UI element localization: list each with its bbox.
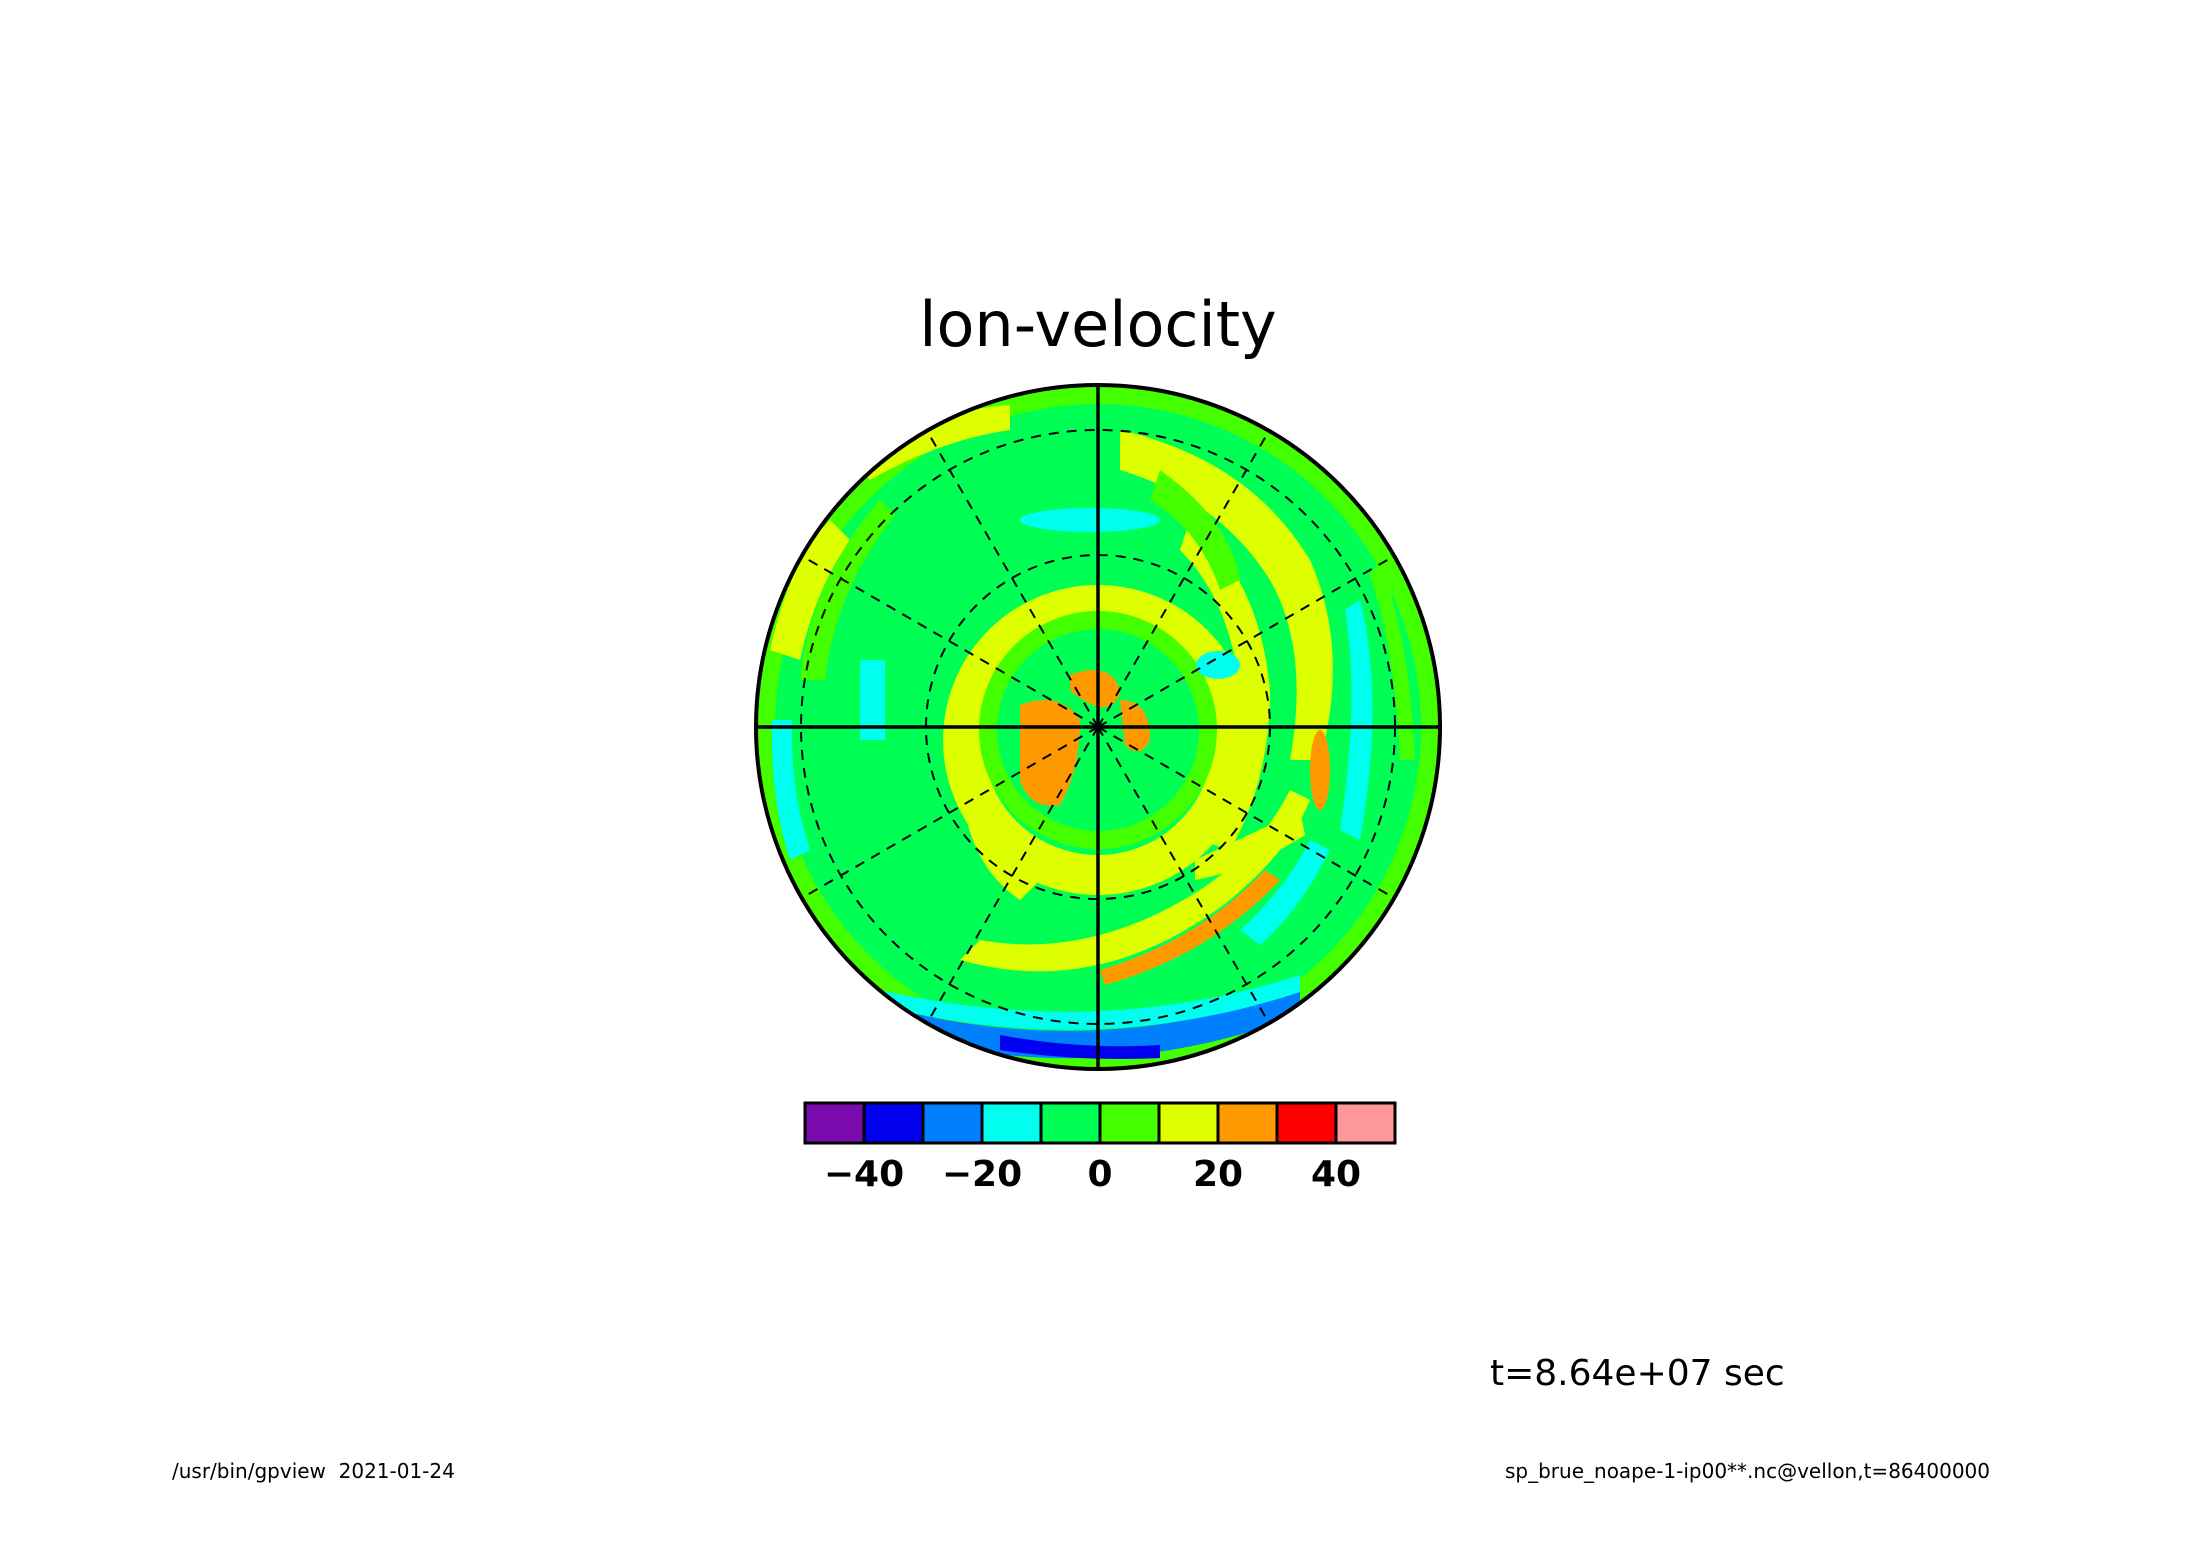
colorbar-tick-label: 20 [1193,1154,1243,1195]
chart-title: lon-velocity [919,288,1276,361]
meridian-line [926,726,1099,1024]
colorbar-cell [1275,1101,1338,1145]
footer-left: /usr/bin/gpview 2021-01-24 [172,1459,455,1483]
meridian-line [1097,726,1270,1024]
field-contour [1240,840,1330,945]
map-boundary [754,383,1442,1071]
time-label: t=8.64e+07 sec [1490,1353,1785,1394]
colorbar-cell [921,1101,984,1145]
field-contour [770,520,850,660]
field-contour [1196,651,1240,679]
colorbar-tick-label: −20 [942,1154,1022,1195]
field-contour [1100,870,1280,985]
field-contour [960,760,1040,900]
field-contour [1195,810,1305,880]
field-contour [860,660,885,740]
colorbar-cell [1039,1101,1102,1145]
meridian-line [1097,430,1270,728]
meridian-line [1097,726,1395,899]
field-contour [1000,1035,1160,1059]
footer-right: sp_brue_noape-1-ip00**.nc@vellon,t=86400… [1505,1459,1990,1483]
colorbar-cell [1334,1101,1397,1145]
meridian-line [801,555,1099,728]
field-contour [1370,560,1415,760]
field-contour [771,720,810,860]
meridian-line [926,430,1099,728]
field-contour [850,405,1010,480]
field-contour [1070,670,1120,708]
colorbar-cell [1157,1101,1220,1145]
colorbar-cell [862,1101,925,1145]
colorbar-cell [1098,1101,1161,1145]
field-contour [1020,508,1160,532]
colorbar-cell [1216,1101,1279,1145]
colorbar-tick-label: −40 [824,1154,904,1195]
field-contour [880,975,1300,1030]
field-contour [1340,600,1373,840]
field-contour [1310,730,1330,810]
field-contour [960,790,1310,972]
colorbar-tick-label: 0 [1087,1154,1112,1195]
colorbar-cell [803,1101,866,1145]
colorbar [803,1101,1397,1145]
colorbar-cell [980,1101,1043,1145]
meridian-line [1097,555,1395,728]
meridian-line [801,726,1099,899]
field-contour [800,500,895,680]
field-contour [1150,470,1240,590]
colorbar-tick-label: 40 [1311,1154,1361,1195]
colorbar-ticks: −40 −20 0 20 40 [824,1154,1361,1195]
